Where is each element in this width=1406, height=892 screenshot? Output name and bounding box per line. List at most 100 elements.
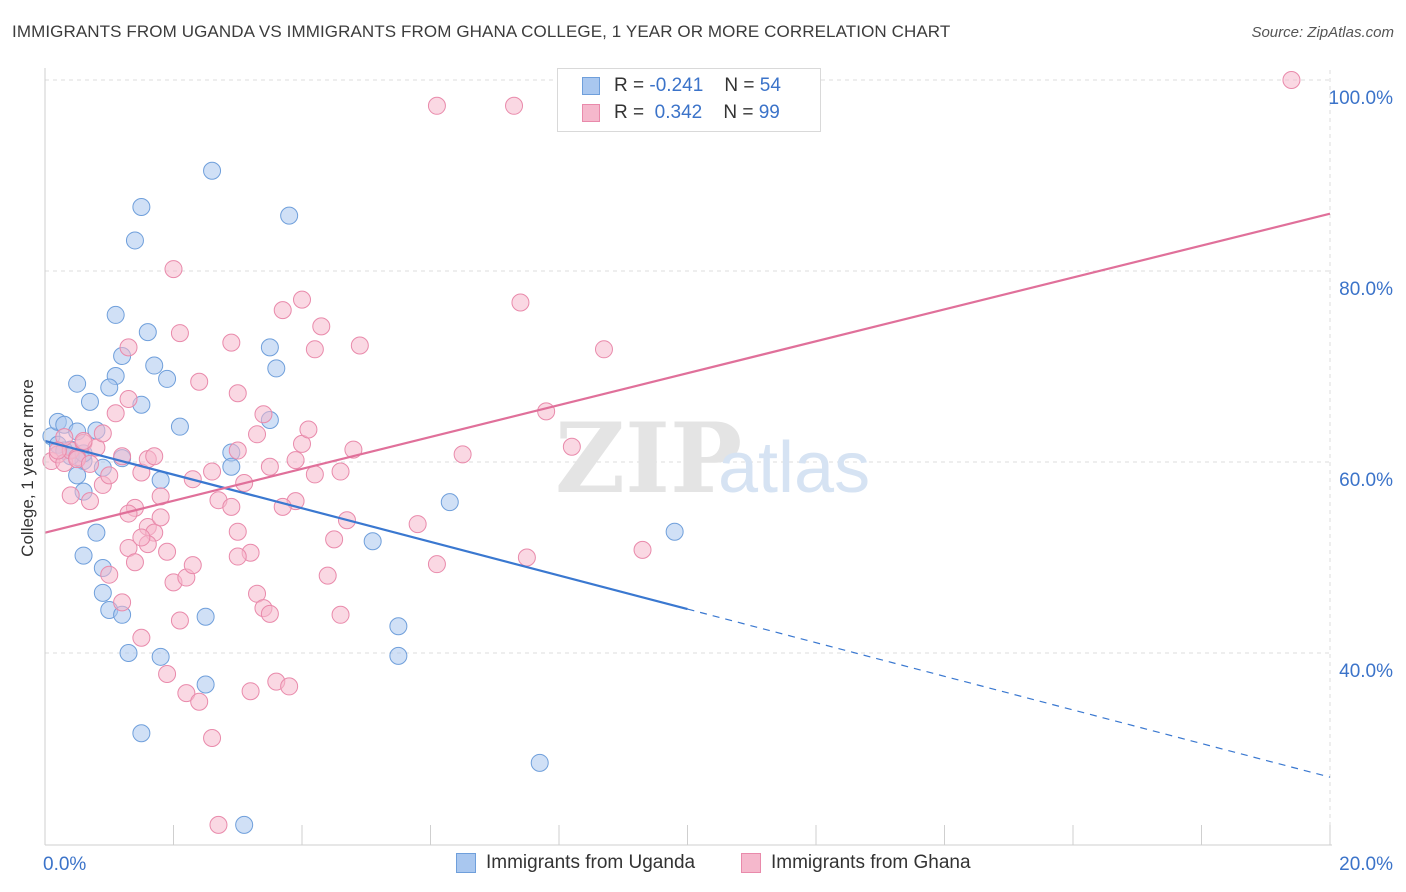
ghana-point [61, 486, 80, 505]
legend-n-value: 54 [759, 75, 781, 96]
ghana-point [119, 338, 138, 357]
ghana-point [594, 340, 613, 359]
uganda-point [389, 617, 408, 636]
x-tick-label: 0.0% [43, 854, 86, 875]
legend-swatch-blue [582, 77, 600, 95]
ghana-point [177, 684, 196, 703]
trend-layer [44, 212, 1331, 778]
ghana-point [344, 440, 363, 459]
uganda-point [267, 359, 286, 378]
ghana-point [203, 462, 222, 481]
uganda-point [100, 378, 119, 397]
ghana-point [286, 451, 305, 470]
uganda-point [106, 305, 125, 324]
ghana-point [299, 420, 318, 439]
ghana-point [505, 96, 524, 115]
ghana-point [331, 605, 350, 624]
ghana-point [113, 593, 132, 612]
ghana-point [350, 336, 369, 355]
uganda-point [119, 644, 138, 662]
uganda-trend-line [44, 439, 688, 611]
ghana-point [222, 497, 241, 516]
ghana-point [222, 333, 241, 352]
uganda-point [260, 338, 279, 357]
ghana-point [125, 553, 144, 572]
ghana-point [100, 466, 119, 485]
ghana-point [170, 324, 189, 343]
legend-n-label: N = [723, 102, 754, 123]
chart-title: IMMIGRANTS FROM UGANDA VS IMMIGRANTS FRO… [12, 22, 951, 41]
uganda-point [440, 493, 459, 512]
y-tick-label: 100.0% [1329, 88, 1394, 109]
ghana-point [151, 508, 170, 527]
uganda-point [530, 753, 549, 772]
uganda-point [87, 523, 106, 542]
y-tick-label: 80.0% [1339, 279, 1393, 300]
ghana-point [280, 677, 299, 696]
ghana-point [80, 492, 99, 511]
stats-legend: R = -0.241 N = 54 R = 0.342 N = 99 [557, 68, 821, 132]
uganda-trend-extension [687, 608, 1331, 778]
ghana-point [119, 389, 138, 408]
ghana-point [158, 542, 177, 561]
axis-layer: 40.0% 60.0% 80.0% 100.0% 0.0% 20.0% [43, 68, 1393, 875]
uganda-point [665, 522, 684, 541]
ghana-point [209, 815, 228, 834]
uganda-point [235, 815, 254, 834]
ghana-point [228, 384, 247, 403]
uganda-point [389, 646, 408, 665]
ghana-point [325, 530, 344, 549]
ghana-point [106, 404, 125, 423]
uganda-point [363, 532, 382, 551]
uganda-point [132, 724, 151, 743]
ghana-point [190, 692, 209, 711]
ghana-point [132, 528, 151, 547]
ghana-point [305, 340, 324, 359]
uganda-point [93, 583, 112, 602]
uganda-point [68, 374, 87, 393]
ghana-point [164, 260, 183, 279]
ghana-point [260, 457, 279, 476]
legend-label-uganda: Immigrants from Uganda [486, 852, 696, 873]
ghana-point [427, 96, 446, 115]
ghana-point [293, 290, 311, 309]
y-tick-label: 60.0% [1339, 470, 1393, 491]
uganda-point [203, 161, 222, 180]
ghana-point [511, 293, 530, 312]
legend-swatch-blue [456, 853, 476, 873]
ghana-point [254, 405, 273, 424]
ghana-point [453, 445, 472, 464]
uganda-point [80, 392, 99, 411]
legend-r-label: R = [614, 102, 645, 123]
source-label: Source: ZipAtlas.com [1251, 24, 1394, 41]
ghana-point [312, 317, 331, 336]
ghana-point [241, 682, 260, 701]
y-tick-label: 40.0% [1339, 661, 1393, 682]
ghana-point [537, 402, 556, 421]
legend-r-value: -0.241 [649, 75, 704, 96]
legend-n-label: N = [724, 75, 755, 96]
uganda-point [132, 198, 151, 217]
ghana-point [74, 431, 93, 450]
ghana-point [260, 604, 279, 623]
watermark: ZIP atlas [555, 402, 870, 515]
ghana-point [318, 566, 337, 585]
uganda-point [138, 323, 157, 342]
ghana-point [427, 555, 446, 574]
ghana-point [517, 548, 536, 567]
uganda-point [151, 471, 170, 490]
points-layer [42, 71, 1301, 834]
uganda-point [170, 417, 189, 436]
legend-n-value: 99 [758, 102, 780, 123]
ghana-point [145, 447, 164, 466]
watermark-atlas: atlas [718, 428, 870, 508]
ghana-point [80, 454, 99, 473]
ghana-point [228, 522, 247, 541]
uganda-point [151, 647, 170, 666]
ghana-point [132, 628, 151, 647]
ghana-point [203, 728, 222, 747]
ghana-point [100, 565, 119, 584]
uganda-point [196, 607, 215, 626]
legend-swatch-pink [741, 853, 761, 873]
